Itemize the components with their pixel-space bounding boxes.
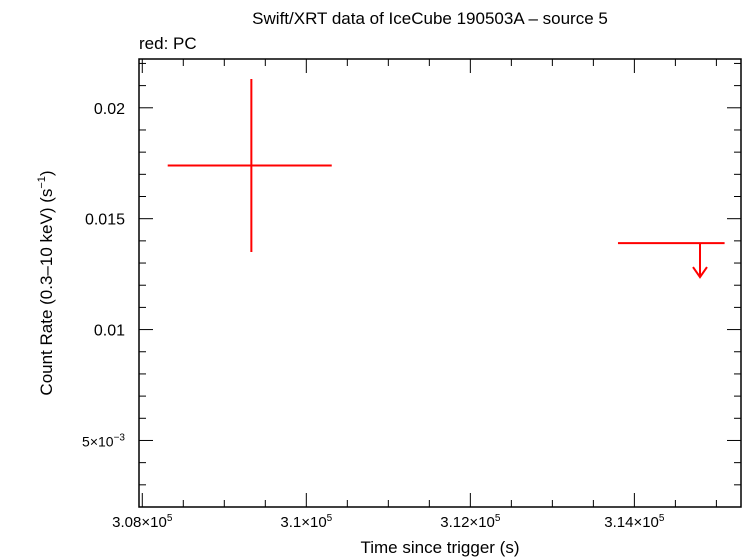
y-axis-ticks xyxy=(139,62,741,508)
plot-frame xyxy=(138,58,742,508)
chart-subtitle: red: PC xyxy=(139,34,197,53)
x-tick-label-mantissa: 3.1×10 xyxy=(280,514,326,531)
x-tick-label: 3.1×105 xyxy=(280,513,332,531)
y-axis-tick-labels: 5×10−3 0.01 0.015 0.02 xyxy=(82,101,125,450)
x-axis-label: Time since trigger (s) xyxy=(360,538,519,557)
y-tick-label-mantissa: 0.01 xyxy=(94,323,125,340)
y-tick-label-mantissa: 0.015 xyxy=(85,212,125,229)
y-axis-label-sup: −1 xyxy=(36,176,48,189)
y-axis-label: Count Rate (0.3–10 keV) (s−1) xyxy=(36,170,56,395)
x-axis-tick-labels: 3.08×105 3.1×105 3.12×105 3.14×105 xyxy=(112,513,665,531)
x-tick-label-exponent: 5 xyxy=(659,513,665,524)
data-point xyxy=(167,78,332,252)
x-tick-label-exponent: 5 xyxy=(327,513,333,524)
y-tick-label: 0.01 xyxy=(94,323,125,340)
x-tick-label-exponent: 5 xyxy=(167,513,173,524)
x-tick-label: 3.14×105 xyxy=(604,513,665,531)
y-tick-label: 5×10−3 xyxy=(82,432,125,449)
chart-title: Swift/XRT data of IceCube 190503A – sour… xyxy=(252,9,608,28)
x-tick-label-mantissa: 3.08×10 xyxy=(112,514,167,531)
upper-limit xyxy=(617,242,725,279)
y-tick-label-exponent: −3 xyxy=(114,432,126,443)
x-tick-label-exponent: 5 xyxy=(495,513,501,524)
y-tick-label: 0.02 xyxy=(94,101,125,118)
y-tick-label-mantissa: 5×10 xyxy=(82,433,114,449)
y-tick-label: 0.015 xyxy=(85,212,125,229)
x-axis-ticks xyxy=(141,59,717,507)
y-tick-label-mantissa: 0.02 xyxy=(94,101,125,118)
x-tick-label-mantissa: 3.14×10 xyxy=(604,514,659,531)
x-tick-label: 3.12×105 xyxy=(440,513,501,531)
x-tick-label: 3.08×105 xyxy=(112,513,173,531)
x-tick-label-mantissa: 3.12×10 xyxy=(440,514,495,531)
y-axis-label-main: Count Rate (0.3–10 keV) (s xyxy=(37,189,56,396)
data-marks xyxy=(167,78,725,279)
y-axis-label-end: ) xyxy=(37,170,56,176)
upper-limit-arrow-head xyxy=(692,266,708,279)
